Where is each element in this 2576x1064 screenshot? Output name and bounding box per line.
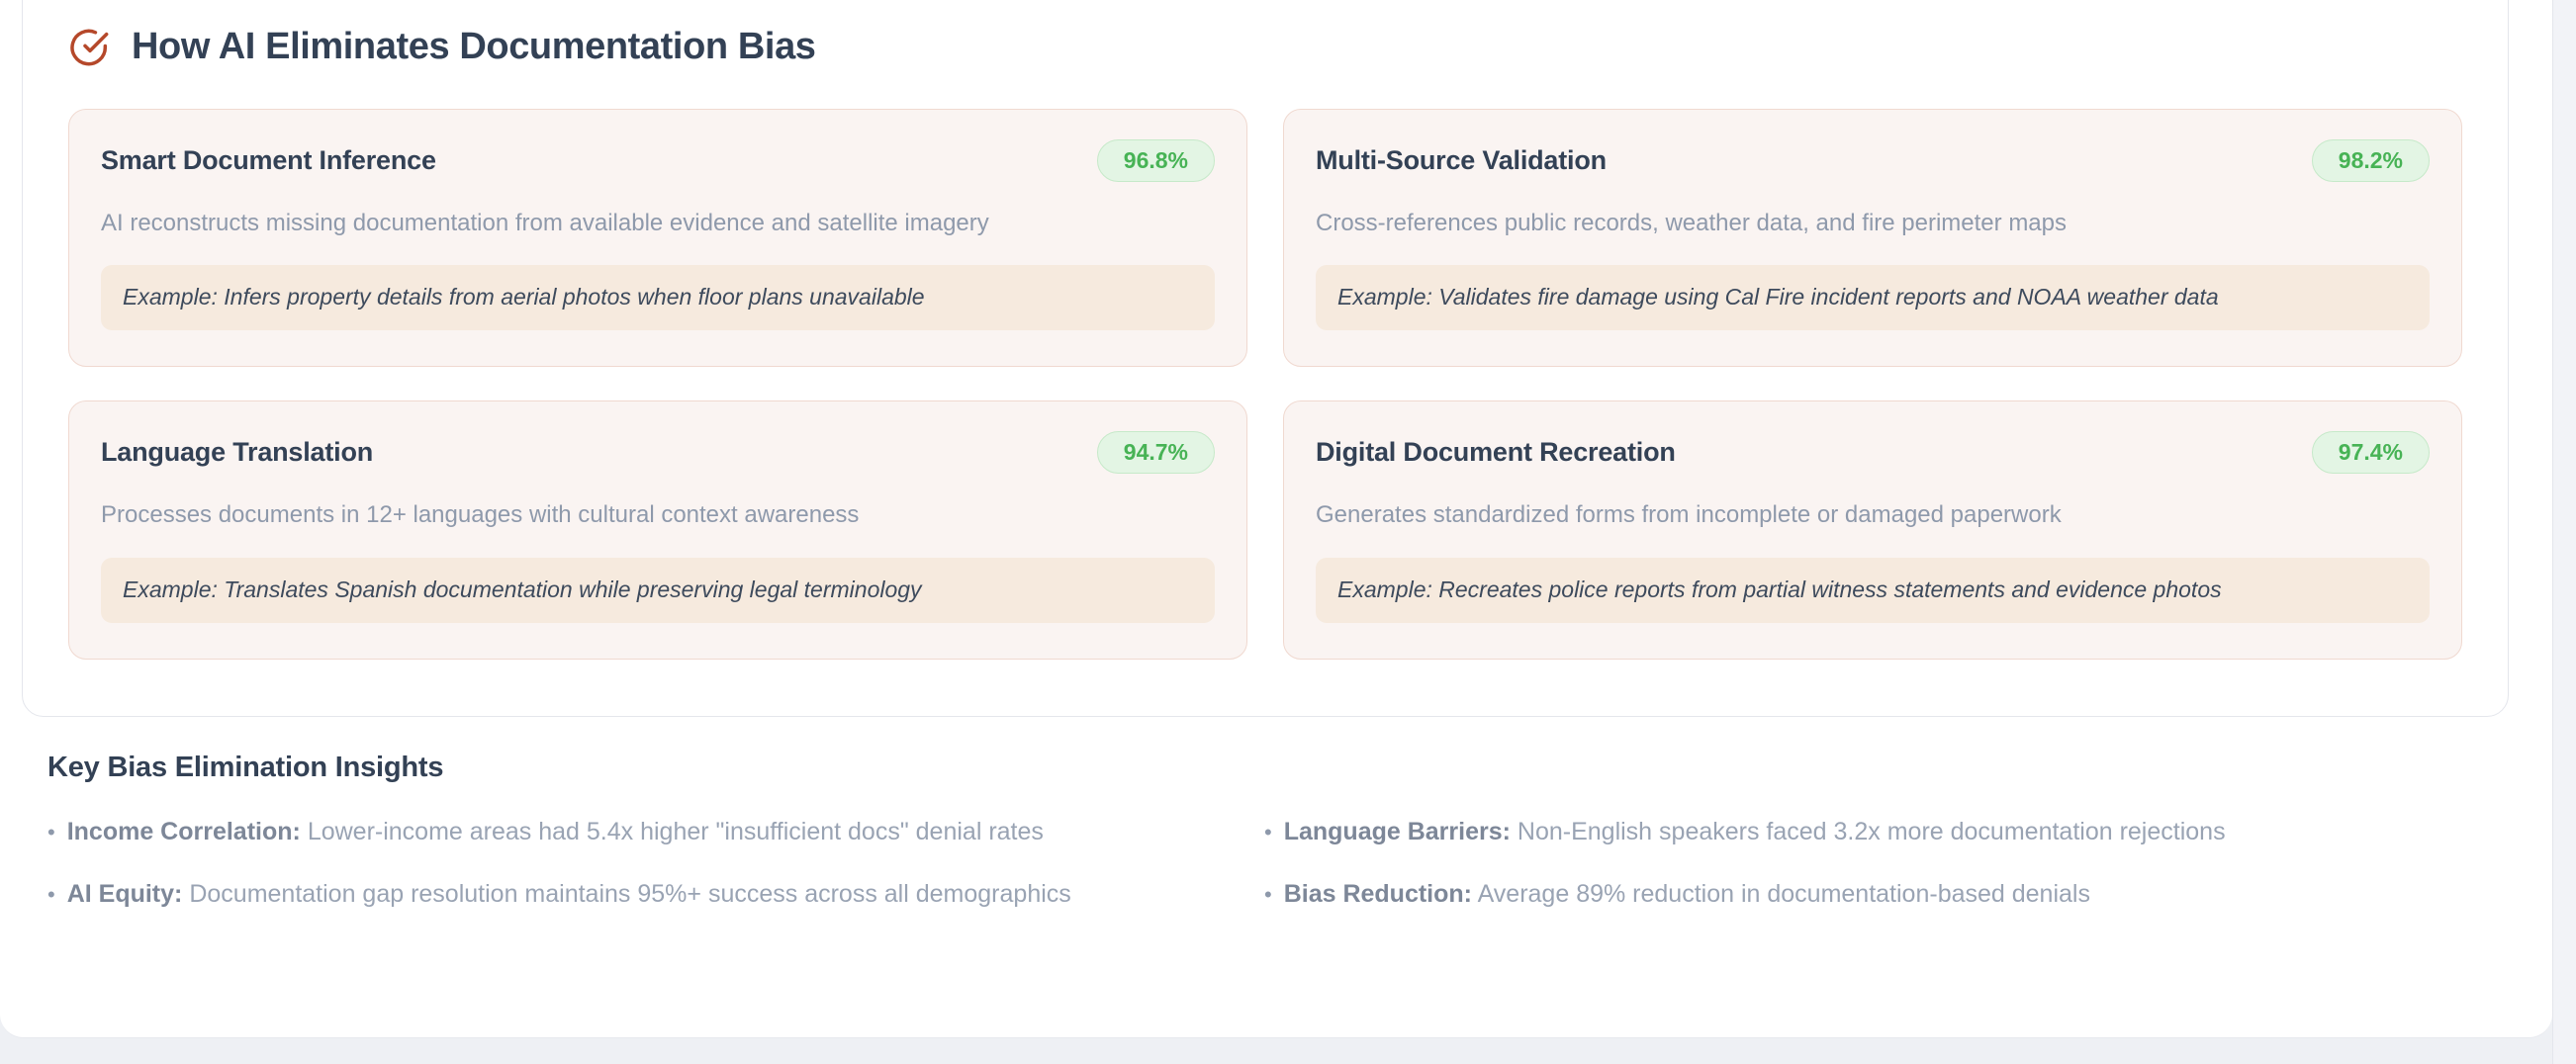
feature-example: Example: Recreates police reports from p… (1316, 557, 2430, 623)
feature-title: Language Translation (101, 437, 374, 468)
accuracy-badge: 98.2% (2311, 139, 2430, 182)
insight-label: AI Equity: (66, 879, 183, 908)
accuracy-badge: 94.7% (1096, 431, 1215, 475)
bullet-icon: • (47, 881, 55, 907)
accuracy-badge: 97.4% (2311, 431, 2430, 475)
key-insights-section: Key Bias Elimination Insights • Income C… (47, 752, 2481, 910)
feature-description: Generates standardized forms from incomp… (1316, 501, 2062, 529)
insight-label: Bias Reduction: (1283, 879, 1472, 908)
insight-text: Average 89% reduction in documentation-b… (1477, 879, 2090, 908)
feature-card-header: Multi-Source Validation 98.2% (1316, 139, 2430, 182)
insights-grid: • Income Correlation: Lower-income areas… (47, 816, 2481, 910)
page-surface: How AI Eliminates Documentation Bias Sma… (0, 0, 2552, 1038)
bullet-icon: • (1264, 881, 1272, 907)
feature-card-header: Smart Document Inference 96.8% (101, 139, 1215, 182)
vertical-scrollbar[interactable] (2552, 0, 2576, 1064)
feature-title: Smart Document Inference (101, 145, 436, 175)
feature-example: Example: Translates Spanish documentatio… (101, 557, 1215, 623)
feature-description: AI reconstructs missing documentation fr… (101, 210, 989, 236)
feature-title: Digital Document Recreation (1316, 437, 1676, 468)
accuracy-badge: 96.8% (1096, 139, 1215, 182)
feature-card[interactable]: Digital Document Recreation 97.4% Genera… (1283, 400, 2462, 660)
bullet-icon: • (1264, 820, 1272, 844)
feature-example: Example: Validates fire damage using Cal… (1316, 265, 2430, 331)
feature-card-header: Digital Document Recreation 97.4% (1316, 431, 2430, 475)
feature-description: Cross-references public records, weather… (1316, 210, 2067, 236)
insight-label: Income Correlation: (66, 818, 301, 845)
feature-description: Processes documents in 12+ languages wit… (101, 501, 860, 529)
card-header: How AI Eliminates Documentation Bias (23, 0, 2508, 67)
insight-item: • Income Correlation: Lower-income areas… (47, 816, 1264, 848)
insight-item: • Bias Reduction: Average 89% reduction … (1264, 878, 2481, 911)
insight-text: Non-English speakers faced 3.2x more doc… (1517, 818, 2226, 845)
feature-card[interactable]: Smart Document Inference 96.8% AI recons… (68, 109, 1247, 368)
insight-item: • AI Equity: Documentation gap resolutio… (47, 878, 1264, 911)
insight-item: • Language Barriers: Non-English speaker… (1264, 816, 2481, 848)
insight-text: Lower-income areas had 5.4x higher "insu… (307, 818, 1044, 845)
circle-check-icon (70, 29, 109, 66)
insights-title: Key Bias Elimination Insights (47, 752, 444, 783)
feature-card[interactable]: Language Translation 94.7% Processes doc… (68, 400, 1247, 660)
feature-grid: Smart Document Inference 96.8% AI recons… (23, 67, 2508, 660)
feature-card-header: Language Translation 94.7% (101, 431, 1215, 475)
feature-card[interactable]: Multi-Source Validation 98.2% Cross-refe… (1283, 109, 2462, 368)
insight-text: Documentation gap resolution maintains 9… (189, 879, 1071, 908)
page-title: How AI Eliminates Documentation Bias (132, 26, 816, 67)
feature-title: Multi-Source Validation (1316, 145, 1607, 175)
insight-label: Language Barriers: (1283, 818, 1511, 845)
feature-example: Example: Infers property details from ae… (101, 265, 1215, 331)
bullet-icon: • (47, 820, 55, 844)
bias-elimination-card: How AI Eliminates Documentation Bias Sma… (22, 0, 2509, 717)
